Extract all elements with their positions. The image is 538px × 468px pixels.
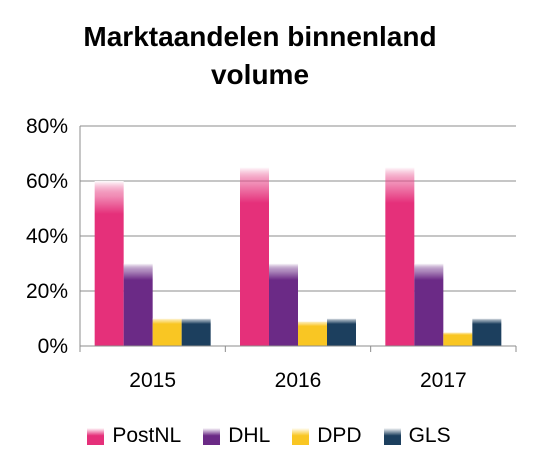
legend-label: GLS <box>408 424 451 447</box>
y-tick-label: 40% <box>26 225 68 248</box>
bar-dpd-2017 <box>443 332 473 346</box>
bar-dhl-2015 <box>123 263 153 346</box>
bar-dhl-2016 <box>269 263 298 346</box>
chart-title-line-2: volume <box>210 59 310 90</box>
bar-gls-2016 <box>327 318 356 346</box>
x-tick-label: 2017 <box>420 369 467 392</box>
legend-swatch <box>203 427 221 445</box>
legend-item-dpd: DPD <box>292 424 362 448</box>
bar-gls-2015 <box>181 318 211 346</box>
chart-title: Marktaandelen binnenland volume <box>40 18 480 94</box>
legend: PostNL DHL DPD GLS <box>0 418 538 454</box>
bar-dpd-2016 <box>298 321 327 346</box>
y-tick-label: 20% <box>26 280 68 303</box>
bar-postnl-2016 <box>240 167 269 346</box>
legend-swatch <box>87 427 105 445</box>
legend-swatch <box>292 427 310 445</box>
legend-label: PostNL <box>112 424 182 447</box>
y-tick-label: 60% <box>26 170 68 193</box>
bar-dpd-2015 <box>152 318 182 346</box>
legend-item-postnl: PostNL <box>87 424 181 448</box>
legend-label: DHL <box>228 424 271 447</box>
y-tick-label: 80% <box>26 115 68 138</box>
bar-gls-2017 <box>472 318 502 346</box>
legend-swatch <box>383 427 401 445</box>
chart-title-line-1: Marktaandelen binnenland <box>83 21 437 52</box>
bar-postnl-2015 <box>94 181 124 346</box>
y-tick-label: 0% <box>38 335 68 358</box>
legend-label: DPD <box>317 424 362 447</box>
legend-item-gls: GLS <box>383 424 451 448</box>
legend-item-dhl: DHL <box>203 424 270 448</box>
x-tick-label: 2015 <box>129 369 176 392</box>
bar-dhl-2017 <box>414 263 444 346</box>
bar-postnl-2017 <box>385 167 415 346</box>
x-tick-label: 2016 <box>275 369 322 392</box>
